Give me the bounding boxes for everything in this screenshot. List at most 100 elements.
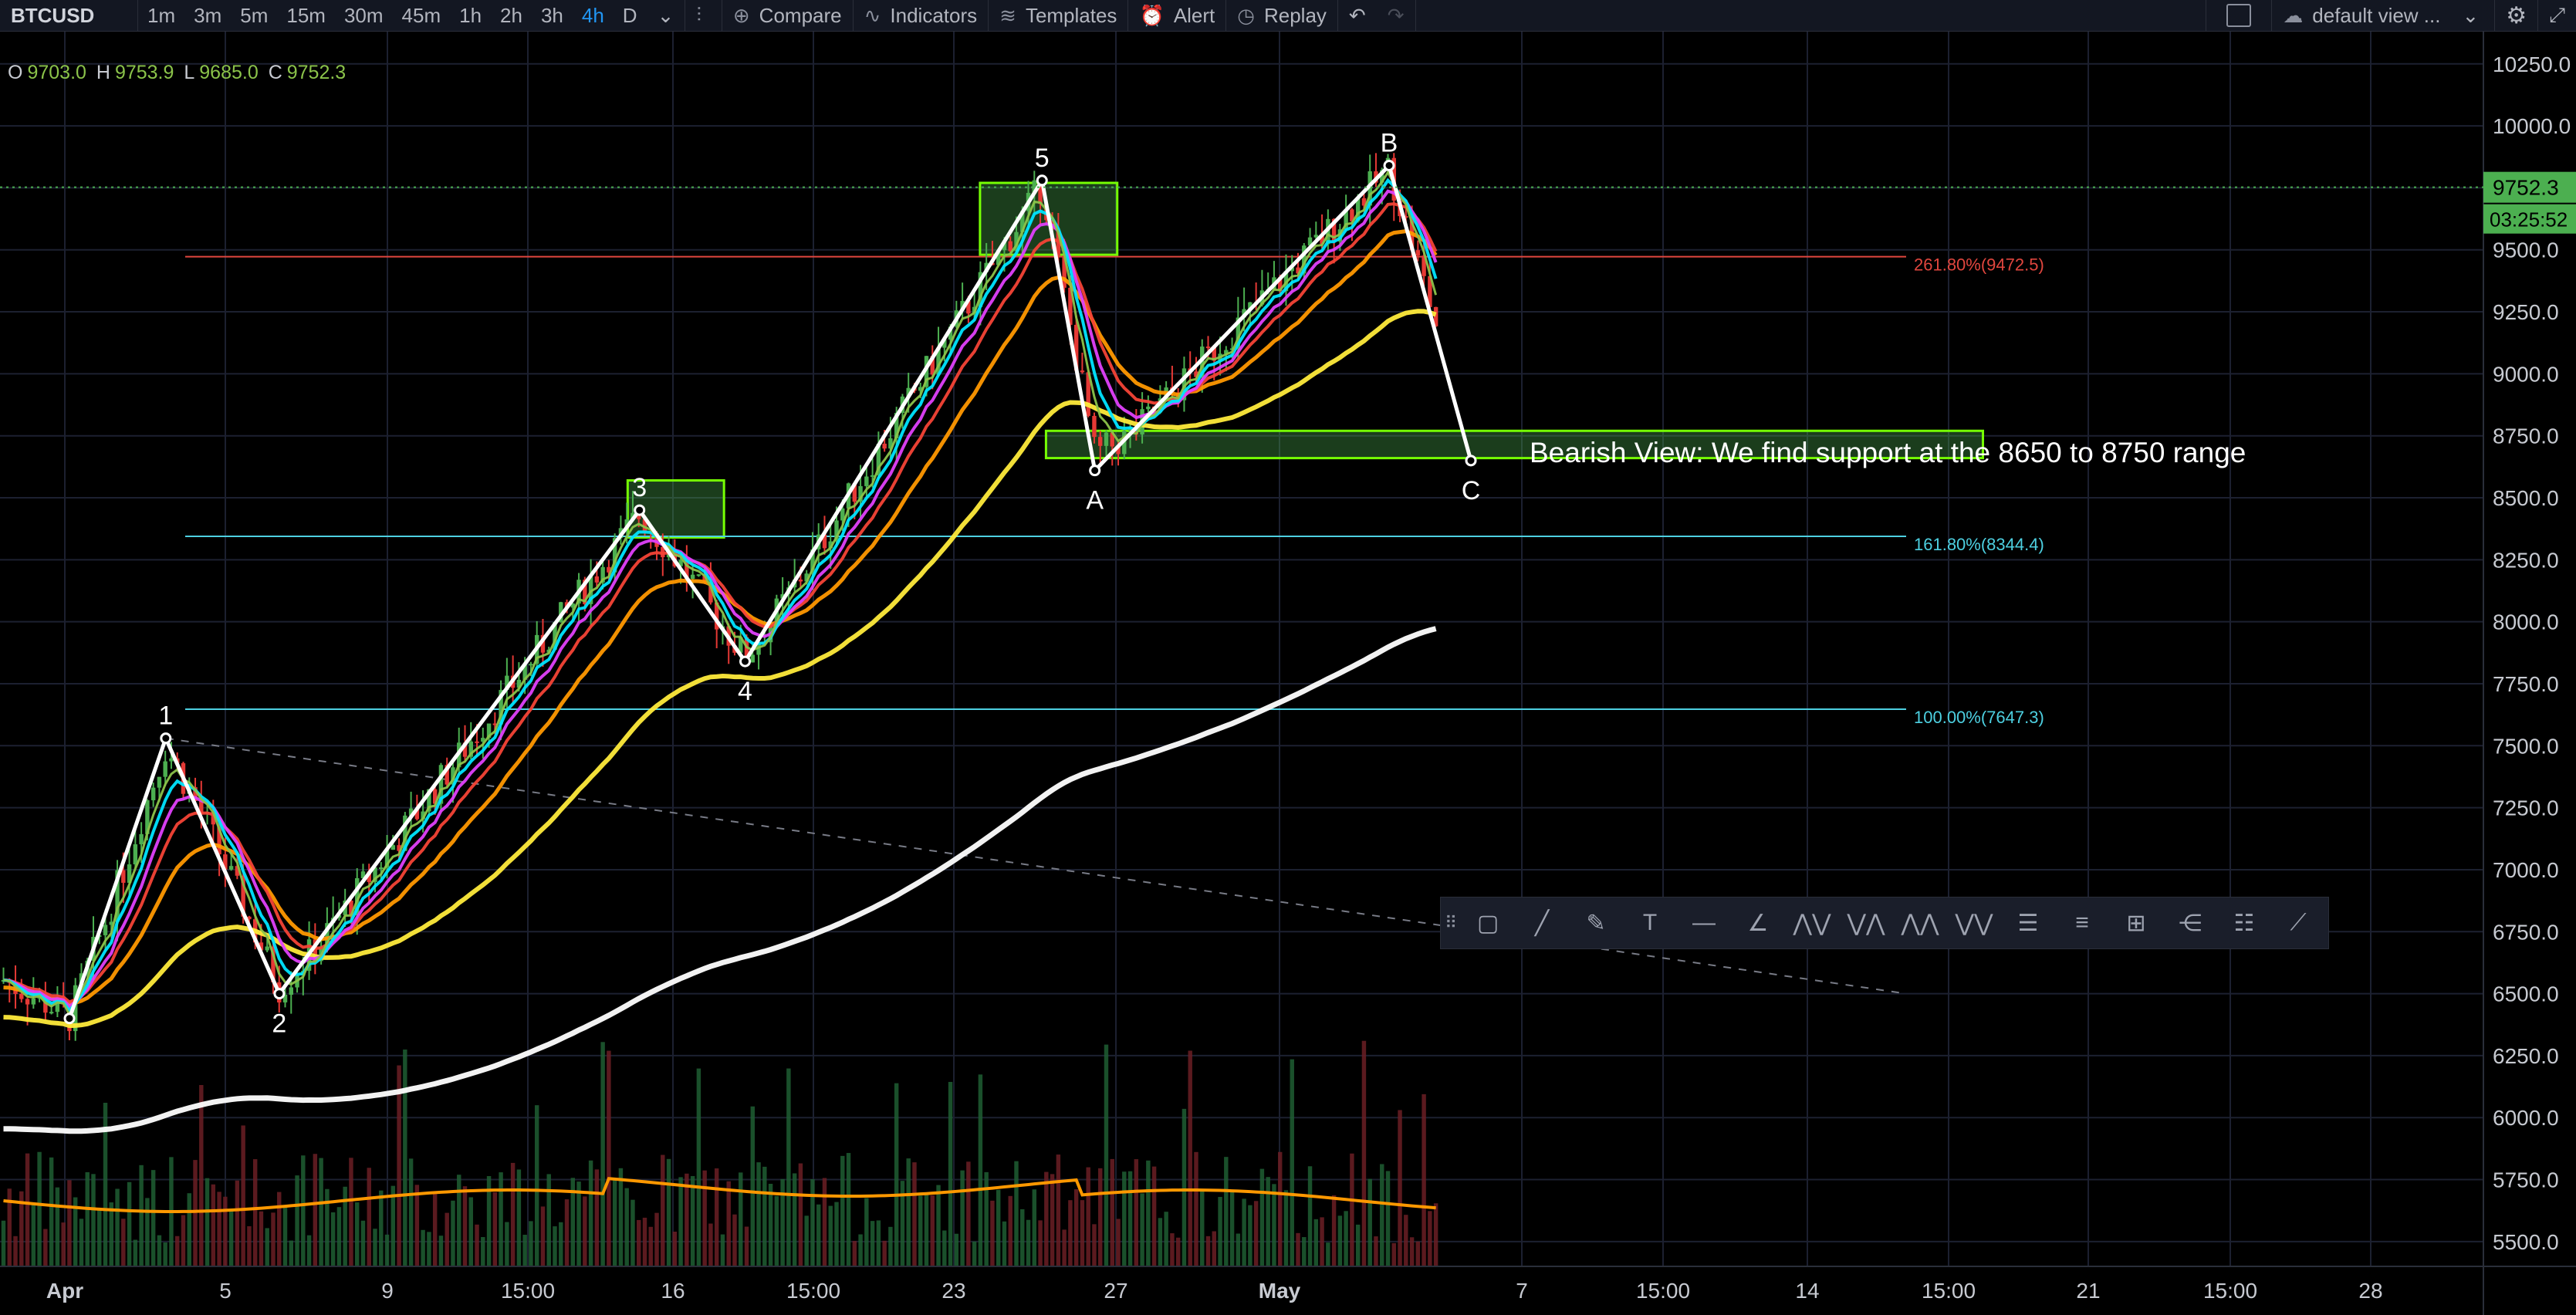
volume-bar: [1283, 1190, 1289, 1266]
templates-button[interactable]: ≋ Templates: [989, 0, 1127, 31]
candle-body: [115, 870, 120, 922]
horizontal-line-tool-icon[interactable]: —: [1692, 910, 1716, 935]
replay-button[interactable]: ◷ Replay: [1226, 0, 1337, 31]
volume-bar: [642, 1217, 647, 1266]
price-tick-label: 7750.0: [2493, 672, 2559, 696]
fib-retracement-tool-icon[interactable]: ☰: [2017, 910, 2039, 936]
wave-ac-tool-icon[interactable]: ⋁⋁: [1955, 910, 1993, 936]
alert-label: Alert: [1173, 3, 1215, 27]
square-icon: [2226, 4, 2252, 27]
last-price-badge: [2483, 171, 2576, 203]
candle-body: [810, 549, 815, 574]
volume-bar: [918, 1195, 923, 1266]
timeframe-3m[interactable]: 3m: [194, 3, 222, 27]
volume-bar: [816, 1204, 821, 1266]
timeframe-2h[interactable]: 2h: [500, 3, 522, 27]
candle-body: [978, 272, 983, 307]
candle-body: [505, 675, 509, 691]
symbol-search[interactable]: BTCUSD: [11, 3, 95, 27]
candle-body: [271, 946, 276, 982]
volume-bar: [1140, 1193, 1144, 1266]
price-chart[interactable]: 261.80%(9472.5) 161.80%(8344.4) 100.00%(76…: [0, 32, 2576, 1315]
volume-moving-average: [3, 1177, 1436, 1214]
brush-tool-icon[interactable]: ✎: [1586, 910, 1606, 936]
fib-level-label: 261.80%(9472.5): [1914, 255, 2044, 275]
timeframe-1m[interactable]: 1m: [147, 3, 176, 27]
time-tick-label: 15:00: [786, 1279, 840, 1303]
volume-bar: [1415, 1241, 1421, 1266]
redo-button[interactable]: ↷: [1377, 0, 1415, 31]
volume-bar: [1098, 1168, 1103, 1266]
volume-bar: [157, 1235, 162, 1266]
candle-body: [145, 800, 150, 834]
elliott-wave-drawing[interactable]: 1 2 3 4 5 A B C: [63, 128, 1480, 1039]
undo-button[interactable]: ↶: [1338, 0, 1377, 31]
text-tool-icon[interactable]: T: [1642, 910, 1658, 935]
pattern-abc-tool-icon[interactable]: ⋁⋀: [1847, 910, 1885, 936]
volume-bar: [115, 1188, 120, 1266]
volume-bar: [739, 1172, 743, 1266]
gann-box-tool-icon[interactable]: ⊞: [2126, 910, 2146, 936]
settings-button[interactable]: ⚙: [2495, 0, 2537, 31]
wave-15-tool-icon[interactable]: ⋀⋀: [1901, 910, 1939, 936]
candle-body: [486, 723, 492, 739]
moving-average-line: [3, 626, 1437, 1134]
volume-bar: [852, 1241, 857, 1266]
time-tick-label: 15:00: [1922, 1279, 1976, 1303]
volume-bar: [1313, 1219, 1319, 1266]
pattern-wxy-tool-icon[interactable]: ⋀⋁: [1793, 910, 1831, 936]
timeframe-3h[interactable]: 3h: [540, 3, 563, 27]
volume-bar: [427, 1232, 431, 1266]
volume-bar: [930, 1195, 935, 1266]
volume-bar: [205, 1178, 210, 1266]
templates-icon: ≋: [999, 3, 1016, 27]
candle-body: [840, 508, 845, 521]
volume-bar: [199, 1084, 204, 1266]
candle-body: [199, 800, 204, 813]
indicators-button[interactable]: ∿ Indicators: [854, 0, 989, 31]
volume-bar: [19, 1191, 24, 1266]
drag-handle-icon[interactable]: ⠿: [1444, 913, 1458, 932]
layout-selector[interactable]: ☁ default view ... ⌄: [2272, 0, 2494, 31]
fullscreen-toggle[interactable]: [2206, 0, 2271, 31]
volume-bar: [559, 1222, 563, 1266]
pitchfork-tool-icon[interactable]: ⋲: [2179, 910, 2202, 936]
volume-bar: [900, 1181, 905, 1266]
timeframe-4h[interactable]: 4h: [581, 3, 604, 27]
volume-bar: [325, 1188, 330, 1266]
volume-bar: [367, 1168, 371, 1266]
line-tool-icon[interactable]: ╱: [1534, 910, 1550, 936]
volume-bar: [1272, 1184, 1276, 1266]
rectangle-tool-icon[interactable]: ▢: [1476, 910, 1499, 936]
volume-bar: [109, 1202, 114, 1266]
timeframe-D[interactable]: D: [622, 3, 637, 27]
angle-tool-icon[interactable]: ∠: [1747, 910, 1769, 936]
moving-average-line: [3, 309, 1437, 1029]
chart-style-button[interactable]: ⫶: [685, 0, 722, 31]
candle-body: [780, 594, 785, 599]
compare-button[interactable]: ⊕ Compare: [722, 0, 853, 31]
candle-body: [966, 300, 971, 314]
candle-body: [1068, 287, 1073, 325]
floating-drawing-toolbar[interactable]: ⠿ ▢ ╱ ✎ T — ∠ ⋀⋁ ⋁⋀ ⋀⋀ ⋁⋁ ☰ ≡ ⊞ ⋲ ☷ ⟋: [1440, 897, 2329, 949]
candle-body: [25, 999, 30, 1005]
volume-bar: [91, 1174, 96, 1266]
timeframe-15m[interactable]: 15m: [286, 3, 326, 27]
volume-bar: [486, 1176, 492, 1266]
expand-button[interactable]: ⤢: [2538, 0, 2576, 31]
timeframe-5m[interactable]: 5m: [240, 3, 269, 27]
fib-extension-tool-icon[interactable]: ≡: [2075, 910, 2089, 935]
alert-button[interactable]: ⏰ Alert: [1128, 0, 1225, 31]
timeframe-1h[interactable]: 1h: [459, 3, 482, 27]
volume-bar: [1170, 1233, 1175, 1266]
volume-bar: [648, 1226, 653, 1266]
candle-body: [235, 866, 240, 876]
timeframe-45m[interactable]: 45m: [401, 3, 441, 27]
volume-bar: [774, 1195, 779, 1266]
trend-tool-icon[interactable]: ⟋: [2290, 910, 2307, 935]
candle-body: [1182, 368, 1187, 401]
fib-channel-tool-icon[interactable]: ☷: [2233, 910, 2255, 936]
candle-body: [282, 994, 288, 1002]
timeframe-dropdown-icon[interactable]: ⌄: [657, 3, 674, 27]
timeframe-30m[interactable]: 30m: [343, 3, 384, 27]
